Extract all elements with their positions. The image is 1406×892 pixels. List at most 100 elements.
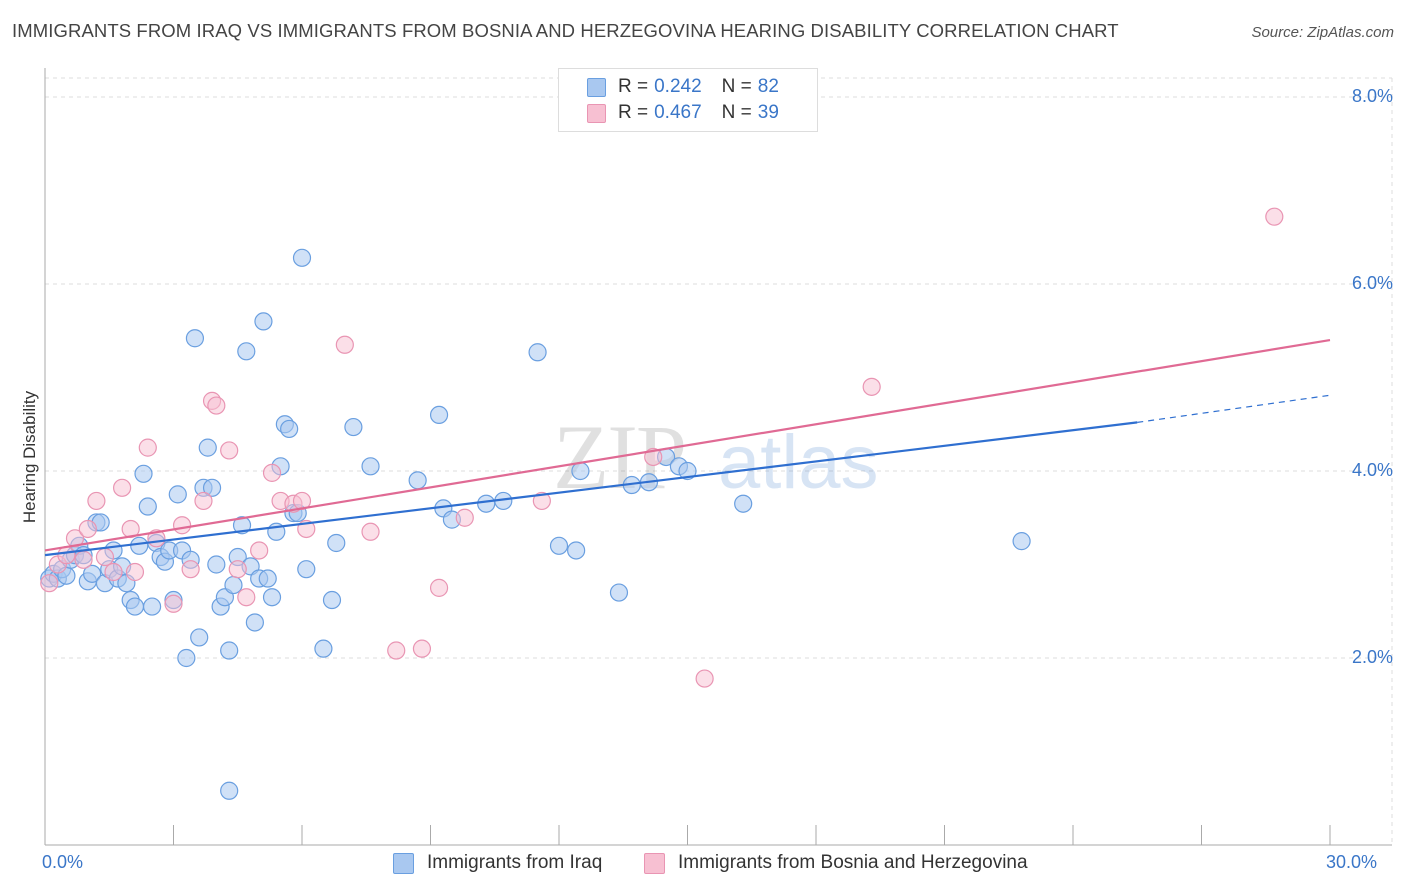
data-point-bosnia <box>1265 207 1284 226</box>
data-point-iraq <box>138 497 157 516</box>
data-point-iraq <box>678 461 697 481</box>
data-point-bosnia <box>172 516 192 535</box>
x-tick-label-min: 0.0% <box>42 852 84 872</box>
data-point-iraq <box>361 457 380 476</box>
data-point-iraq <box>262 588 282 607</box>
legend-r-label: R = <box>618 76 649 97</box>
data-point-bosnia <box>455 508 474 527</box>
bottom-legend-swatch-iraq <box>393 852 414 874</box>
data-point-iraq <box>528 343 547 362</box>
legend-n-label: N = <box>721 102 752 123</box>
data-point-bosnia <box>125 562 145 582</box>
data-point-bosnia <box>104 562 123 582</box>
data-point-bosnia <box>78 519 97 539</box>
trend-lines <box>44 339 1331 557</box>
data-point-iraq <box>220 641 239 660</box>
data-point-iraq <box>567 541 586 560</box>
data-point-iraq <box>1012 532 1031 551</box>
data-point-bosnia <box>138 438 157 457</box>
bottom-legend-label-bosnia: Immigrants from Bosnia and Herzegovina <box>678 852 1028 873</box>
trend-line-bosnia <box>44 339 1331 552</box>
y-tick-label: 2.0% <box>1351 647 1393 667</box>
bottom-legend-item-iraq: Immigrants from Iraq <box>393 852 602 874</box>
series-bosnia-points <box>40 207 1284 688</box>
legend-r-label: R = <box>618 102 649 123</box>
data-point-iraq <box>297 560 316 579</box>
data-point-iraq <box>314 639 333 658</box>
legend-r-value-iraq: 0.242 <box>654 76 702 97</box>
data-point-iraq <box>258 569 277 588</box>
y-tick-label: 8.0% <box>1351 86 1393 106</box>
trend-line-iraq-extension <box>1137 394 1331 423</box>
data-point-bosnia <box>65 529 85 548</box>
data-point-iraq <box>125 597 145 616</box>
data-point-iraq <box>292 248 312 267</box>
data-point-iraq <box>168 485 187 504</box>
source-credit: Source: ZipAtlas.com <box>1251 24 1394 41</box>
axes <box>44 68 1392 846</box>
data-point-bosnia <box>237 588 256 607</box>
legend-r-value-bosnia: 0.467 <box>654 102 702 123</box>
chart-title: IMMIGRANTS FROM IRAQ VS IMMIGRANTS FROM … <box>12 20 1119 41</box>
legend-swatch-bosnia <box>587 103 606 123</box>
x-tick-label-max: 30.0% <box>1326 852 1378 872</box>
data-point-iraq <box>549 536 569 555</box>
bottom-legend-label-iraq: Immigrants from Iraq <box>427 852 603 873</box>
data-point-iraq <box>322 590 342 610</box>
data-point-bosnia <box>262 463 282 482</box>
data-point-iraq <box>207 555 226 574</box>
data-point-iraq <box>609 583 629 602</box>
data-point-bosnia <box>207 396 226 415</box>
data-point-iraq <box>571 461 590 481</box>
data-point-bosnia <box>335 335 354 354</box>
data-point-iraq <box>130 536 149 555</box>
data-point-iraq <box>198 438 217 457</box>
data-point-bosnia <box>181 560 200 579</box>
data-point-bosnia <box>228 560 247 579</box>
data-point-bosnia <box>112 478 132 497</box>
data-point-iraq <box>224 575 243 595</box>
legend-box: R = 0.242 N = 82 R = 0.467 N = 39 <box>558 68 818 132</box>
legend-n-value-iraq: 82 <box>757 76 779 97</box>
data-point-bosnia <box>412 639 432 658</box>
data-point-iraq <box>134 464 153 483</box>
legend-swatch-iraq <box>587 77 606 97</box>
data-point-bosnia <box>695 669 714 688</box>
legend-n-label: N = <box>721 76 752 97</box>
data-point-iraq <box>177 648 196 668</box>
data-point-bosnia <box>862 377 881 396</box>
data-point-bosnia <box>194 491 213 511</box>
data-point-iraq <box>237 342 256 361</box>
data-point-bosnia <box>57 546 76 565</box>
data-point-iraq <box>344 417 363 437</box>
data-point-iraq <box>327 533 346 553</box>
data-point-iraq <box>280 419 299 439</box>
data-point-iraq <box>232 516 252 535</box>
data-point-iraq <box>190 628 209 647</box>
trend-line-iraq <box>44 421 1138 557</box>
data-point-bosnia <box>164 594 183 613</box>
data-point-bosnia <box>387 641 406 660</box>
data-point-iraq <box>408 471 427 490</box>
data-point-iraq <box>734 494 753 513</box>
data-point-iraq <box>429 405 449 424</box>
data-point-bosnia <box>87 491 106 511</box>
data-point-bosnia <box>532 491 551 511</box>
data-point-bosnia <box>429 578 449 597</box>
bottom-legend-item-bosnia: Immigrants from Bosnia and Herzegovina <box>644 852 1028 874</box>
legend-n-value-bosnia: 39 <box>757 102 779 123</box>
data-point-bosnia <box>74 550 93 569</box>
data-point-iraq <box>245 613 264 632</box>
data-point-bosnia <box>95 547 115 567</box>
data-point-bosnia <box>220 441 239 460</box>
data-point-iraq <box>477 494 496 513</box>
y-tick-label: 6.0% <box>1351 273 1393 293</box>
bottom-legend: Immigrants from Iraq Immigrants from Bos… <box>0 852 1406 878</box>
data-point-bosnia <box>361 522 380 541</box>
data-point-iraq <box>185 329 205 348</box>
y-tick-label: 4.0% <box>1351 460 1393 480</box>
bottom-legend-swatch-bosnia <box>644 852 665 874</box>
data-point-iraq <box>142 597 162 616</box>
data-point-iraq <box>254 312 273 331</box>
